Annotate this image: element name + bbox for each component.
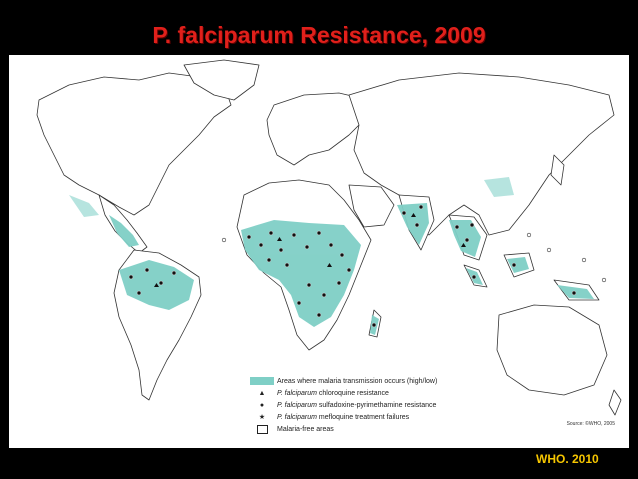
resistance-marker: [471, 274, 477, 280]
dot-icon: ●: [259, 401, 265, 409]
resistance-marker: [246, 234, 252, 240]
resistance-marker: [571, 290, 577, 296]
chloroquine-marker: [154, 283, 159, 287]
resistance-marker: [306, 282, 312, 288]
asia: [348, 72, 615, 236]
resistance-marker: [171, 270, 177, 276]
resistance-marker: [136, 290, 142, 296]
world-map: [36, 59, 622, 416]
resistance-marker: [511, 262, 517, 268]
triangle-markers: [154, 213, 466, 287]
japan: [550, 154, 565, 186]
resistance-marker: [316, 230, 322, 236]
transmission-swatch: [250, 377, 274, 385]
open-marker: [546, 247, 552, 253]
resistance-marker: [321, 292, 327, 298]
legend-label-chloroquine: chloroquine resistance: [318, 389, 389, 397]
star-icon: ★: [258, 414, 266, 421]
resistance-marker: [304, 244, 310, 250]
open-circle-markers: [221, 232, 607, 283]
resistance-marker: [401, 210, 407, 216]
legend-species: P. falciparum: [277, 389, 317, 397]
legend-row-chloroquine: ▲ P. falciparum chloroquine resistance: [247, 387, 507, 399]
legend-label-free: Malaria-free areas: [277, 425, 334, 433]
resistance-marker: [296, 300, 302, 306]
resistance-marker: [464, 237, 470, 243]
slide-title: P. falciparum Resistance, 2009: [152, 22, 486, 48]
europe: [266, 92, 370, 166]
resistance-marker: [128, 274, 134, 280]
resistance-marker: [284, 262, 290, 268]
transmission-china-low: [484, 177, 514, 197]
transmission-central-america: [109, 215, 139, 247]
resistance-marker: [278, 247, 284, 253]
legend-row-sp: ● P. falciparum sulfadoxine-pyrimethamin…: [247, 399, 507, 411]
resistance-marker: [336, 280, 342, 286]
chloroquine-marker: [327, 263, 332, 267]
australia: [496, 304, 608, 396]
new-zealand: [608, 389, 622, 416]
resistance-marker: [144, 267, 150, 273]
open-marker: [581, 257, 587, 263]
open-marker: [601, 277, 607, 283]
legend-species: P. falciparum: [277, 401, 317, 409]
resistance-marker: [346, 267, 352, 273]
greenland: [183, 59, 260, 101]
transmission-africa: [241, 220, 361, 327]
legend: Areas where malaria transmission occurs …: [247, 375, 507, 435]
source-note: Source: ©WHO, 2005: [566, 421, 615, 427]
resistance-marker: [291, 232, 297, 238]
resistance-marker: [371, 322, 377, 328]
open-marker: [526, 232, 532, 238]
resistance-marker: [316, 312, 322, 318]
resistance-marker: [414, 222, 420, 228]
resistance-marker: [268, 230, 274, 236]
legend-label-areas: Areas where malaria transmission occurs …: [277, 377, 438, 385]
resistance-marker: [158, 280, 164, 286]
credit-label: WHO. 2010: [536, 452, 599, 466]
arabia: [348, 184, 395, 228]
legend-row-areas: Areas where malaria transmission occurs …: [247, 375, 507, 387]
chloroquine-marker: [277, 237, 282, 241]
legend-species: P. falciparum: [277, 413, 317, 421]
resistance-marker: [328, 242, 334, 248]
legend-label-mefloquine: mefloquine treatment failures: [318, 413, 410, 421]
legend-row-free: Malaria-free areas: [247, 423, 507, 435]
triangle-icon: ▲: [258, 389, 266, 397]
resistance-markers: [128, 204, 577, 328]
chloroquine-marker: [411, 213, 416, 217]
resistance-marker: [418, 204, 424, 210]
resistance-marker: [266, 257, 272, 263]
transmission-mexico-low: [69, 195, 99, 217]
resistance-marker: [469, 222, 475, 228]
chloroquine-marker: [461, 243, 466, 247]
north-america: [36, 72, 232, 216]
resistance-marker: [258, 242, 264, 248]
resistance-marker: [339, 252, 345, 258]
transmission-borneo: [507, 257, 529, 273]
transmission-southeast-asia: [449, 220, 481, 257]
malaria-free-swatch: [256, 424, 268, 434]
legend-label-sp: sulfadoxine-pyrimethamine resistance: [318, 401, 437, 409]
legend-row-mefloquine: ★ P. falciparum mefloquine treatment fai…: [247, 411, 507, 423]
map-panel: Areas where malaria transmission occurs …: [9, 55, 629, 448]
open-marker: [221, 237, 227, 243]
resistance-marker: [454, 224, 460, 230]
